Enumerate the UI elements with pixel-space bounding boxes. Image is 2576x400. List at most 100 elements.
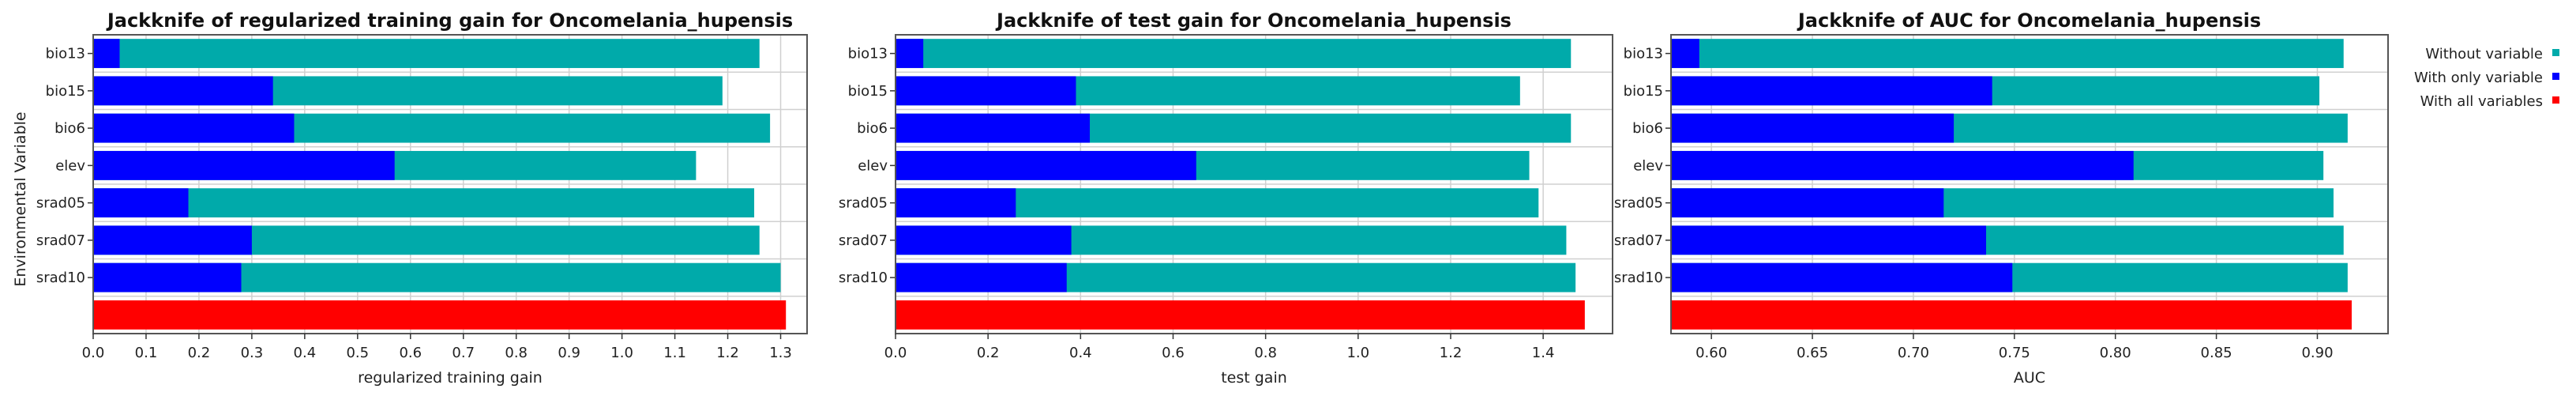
bar-all-variables (1671, 300, 2352, 330)
x-tick-label: 0.85 (2201, 345, 2232, 361)
x-tick-label: 1.0 (610, 345, 633, 361)
panel-title: Jackknife of test gain for Oncomelania_h… (995, 9, 1511, 32)
x-tick-label: 0.2 (188, 345, 211, 361)
x-tick-label: 0.0 (82, 345, 105, 361)
panel-title: Jackknife of AUC for Oncomelania_hupensi… (1797, 9, 2261, 32)
plot-frame (1670, 34, 2389, 334)
bar-only-bio13 (1671, 39, 1699, 69)
bar-all-variables (93, 300, 787, 330)
chart-panel-1: Jackknife of regularized training gain f… (36, 9, 808, 387)
y-tick-label: elev (858, 157, 888, 174)
x-tick-label: 0.4 (1069, 345, 1092, 361)
y-tick-label: bio15 (1624, 83, 1663, 100)
bar-only-bio13 (896, 39, 924, 69)
x-tick-label: 0.9 (558, 345, 580, 361)
x-tick-label: 0.75 (1999, 345, 2030, 361)
bar-only-elev (1671, 150, 2134, 180)
bar-only-elev (896, 150, 1196, 180)
legend-swatch (2552, 96, 2559, 104)
bar-only-srad05 (896, 188, 1016, 218)
y-tick-label: srad07 (1614, 232, 1663, 249)
bar-only-srad10 (1671, 262, 2013, 292)
chart-panel-2: Jackknife of test gain for Oncomelania_h… (839, 9, 1613, 387)
x-tick-label: 0.4 (294, 345, 317, 361)
y-tick-label: bio13 (1624, 46, 1663, 62)
bar-only-srad07 (1671, 225, 1987, 255)
x-tick-label: 0.6 (1162, 345, 1185, 361)
bar-only-srad07 (896, 225, 1072, 255)
x-tick-label: 0.70 (1898, 345, 1929, 361)
x-tick-label: 1.4 (1532, 345, 1555, 361)
bar-only-bio6 (1671, 113, 1955, 143)
x-tick-label: 0.90 (2301, 345, 2333, 361)
legend-swatch (2552, 49, 2559, 56)
y-axis-label: Environmental Variable (12, 111, 29, 286)
x-tick-label: 0.3 (241, 345, 264, 361)
x-tick-label: 1.2 (716, 345, 739, 361)
bar-without-bio13 (896, 39, 1572, 69)
y-tick-label: srad07 (36, 232, 85, 249)
legend-swatch (2552, 73, 2559, 80)
y-tick-label: srad05 (1614, 195, 1663, 212)
x-tick-label: 0.5 (346, 345, 369, 361)
x-tick-label: 1.0 (1346, 345, 1369, 361)
y-tick-label: bio15 (46, 83, 85, 100)
plot-frame (895, 34, 1613, 334)
bar-only-srad05 (93, 188, 189, 218)
bar-only-bio15 (896, 76, 1076, 106)
bar-only-srad07 (93, 225, 252, 255)
bar-only-bio15 (93, 76, 273, 106)
bar-only-elev (93, 150, 395, 180)
y-tick-label: elev (1633, 157, 1663, 174)
bar-only-srad10 (896, 262, 1067, 292)
bar-only-srad05 (1671, 188, 1944, 218)
legend-label: With all variables (2420, 93, 2543, 110)
x-axis-label: test gain (1221, 369, 1287, 387)
y-tick-label: elev (55, 157, 85, 174)
y-tick-label: bio6 (54, 120, 85, 137)
x-tick-label: 0.0 (884, 345, 907, 361)
bar-without-bio13 (1671, 39, 2344, 69)
bar-all-variables (896, 300, 1585, 330)
y-tick-label: srad10 (36, 270, 85, 286)
y-tick-label: srad05 (839, 195, 888, 212)
plot-frame (92, 34, 808, 334)
bar-only-bio15 (1671, 76, 1992, 106)
x-tick-label: 0.8 (1254, 345, 1277, 361)
legend: Without variable With only variable With a… (2414, 46, 2559, 110)
legend-label: Without variable (2425, 46, 2543, 62)
bar-without-bio13 (93, 39, 760, 69)
bar-only-bio13 (93, 39, 120, 69)
x-tick-label: 0.60 (1695, 345, 1727, 361)
bar-only-bio6 (93, 113, 295, 143)
x-tick-label: 0.6 (399, 345, 422, 361)
legend-label: With only variable (2414, 70, 2543, 86)
x-tick-label: 0.7 (452, 345, 475, 361)
y-tick-label: srad05 (36, 195, 85, 212)
x-axis-label: regularized training gain (358, 369, 543, 387)
x-tick-label: 0.2 (977, 345, 1000, 361)
x-tick-label: 0.1 (135, 345, 158, 361)
panel-title: Jackknife of regularized training gain f… (106, 9, 793, 32)
x-tick-label: 1.2 (1440, 345, 1463, 361)
chart-panels: Jackknife of regularized training gain f… (36, 9, 2389, 387)
y-tick-label: bio13 (46, 46, 85, 62)
y-tick-label: srad10 (1614, 270, 1663, 286)
x-tick-label: 0.8 (505, 345, 528, 361)
x-tick-label: 0.65 (1797, 345, 1828, 361)
chart-panel-3: Jackknife of AUC for Oncomelania_hupensi… (1614, 9, 2389, 387)
y-tick-label: bio6 (1632, 120, 1663, 137)
y-tick-label: bio6 (857, 120, 888, 137)
bar-without-srad05 (93, 188, 755, 218)
bar-only-srad10 (93, 262, 242, 292)
x-tick-label: 0.80 (2100, 345, 2131, 361)
x-tick-label: 1.1 (663, 345, 686, 361)
y-tick-label: srad10 (839, 270, 888, 286)
y-tick-label: srad07 (839, 232, 888, 249)
x-axis-label: AUC (2014, 369, 2045, 387)
y-tick-label: bio15 (848, 83, 888, 100)
x-tick-label: 1.3 (769, 345, 792, 361)
bar-only-bio6 (896, 113, 1091, 143)
y-tick-label: bio13 (848, 46, 888, 62)
